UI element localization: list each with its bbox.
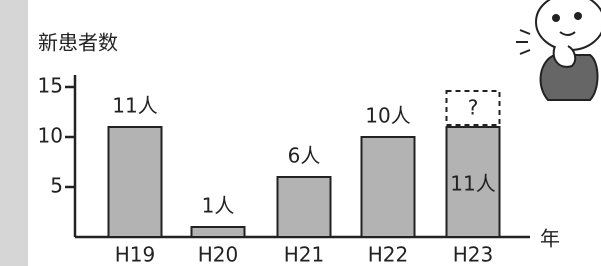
y-tick-label: 5: [50, 174, 63, 198]
value-label: 10人: [365, 104, 410, 128]
value-label: 11人: [450, 172, 495, 196]
bar: [278, 177, 331, 237]
y-tick-label: 15: [38, 74, 63, 98]
annotation: ?: [468, 96, 479, 120]
value-label: 11人: [112, 94, 157, 118]
x-tick-label: H23: [453, 243, 494, 266]
chart: 新患者数 年 5 10 15 H19 11人 H20 1人 H21 6人 H22 10人 H23 11人…: [0, 0, 601, 266]
x-tick-label: H21: [284, 243, 325, 266]
x-tick-label: H22: [368, 243, 409, 266]
bar: [362, 137, 415, 237]
value-label: 1人: [202, 194, 235, 218]
page: 新患者数 年 5 10 15 H19 11人 H20 1人 H21 6人 H22 10人 H23 11人…: [0, 0, 601, 266]
bar: [192, 227, 245, 237]
y-axis-label: 新患者数: [38, 31, 118, 55]
y-tick-label: 10: [38, 124, 63, 148]
side-panel: [0, 0, 28, 266]
value-label: 6人: [288, 144, 321, 168]
x-axis-label: 年: [540, 227, 560, 251]
x-tick-label: H20: [198, 243, 239, 266]
bar: [109, 127, 162, 237]
x-tick-label: H19: [115, 243, 156, 266]
cartoon: [516, 0, 601, 100]
